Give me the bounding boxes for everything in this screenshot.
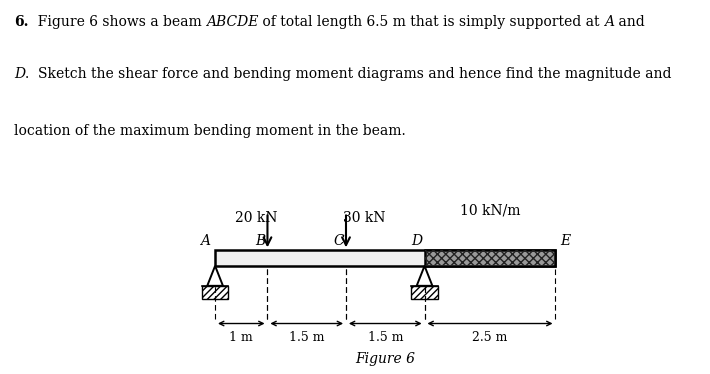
Text: of total length 6.5 m that is simply supported at: of total length 6.5 m that is simply sup…	[258, 15, 604, 28]
Text: C: C	[334, 234, 344, 248]
Bar	[425, 250, 555, 266]
Bar	[411, 286, 437, 299]
Text: 30 kN: 30 kN	[344, 211, 386, 225]
Text: 1.5 m: 1.5 m	[368, 331, 403, 344]
Text: D: D	[412, 234, 422, 248]
Text: 2.5 m: 2.5 m	[472, 331, 508, 344]
Text: A: A	[200, 234, 209, 248]
Bar	[425, 250, 555, 266]
Text: 6.: 6.	[14, 15, 28, 28]
Text: 10 kN/m: 10 kN/m	[460, 204, 520, 218]
Bar	[202, 286, 228, 299]
Text: B: B	[255, 234, 266, 248]
Text: 1 m: 1 m	[229, 331, 253, 344]
Polygon shape	[207, 266, 223, 286]
Text: Figure 6 shows a beam: Figure 6 shows a beam	[28, 15, 206, 28]
Text: A: A	[604, 15, 614, 28]
Text: and: and	[614, 15, 645, 28]
Text: Figure 6: Figure 6	[355, 352, 415, 366]
Bar	[215, 250, 555, 266]
Text: ABCDE: ABCDE	[206, 15, 258, 28]
Text: 1.5 m: 1.5 m	[289, 331, 324, 344]
Text: 20 kN: 20 kN	[235, 211, 278, 225]
Text: .  Sketch the shear force and bending moment diagrams and hence find the magnitu: . Sketch the shear force and bending mom…	[26, 67, 672, 81]
Text: E: E	[561, 234, 571, 248]
Polygon shape	[417, 266, 432, 286]
Text: location of the maximum bending moment in the beam.: location of the maximum bending moment i…	[14, 124, 406, 138]
Text: D: D	[14, 67, 26, 81]
